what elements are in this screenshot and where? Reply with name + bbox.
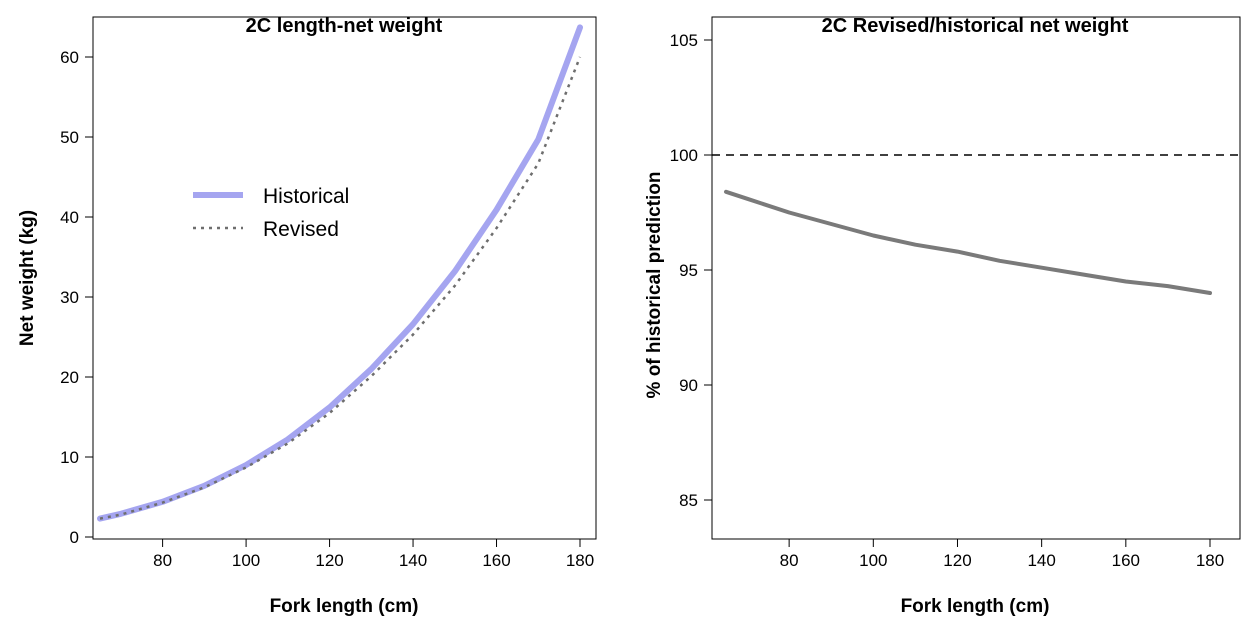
legend-revised-label: Revised [263,218,339,241]
y-tick-label: 105 [670,31,698,50]
x-tick-label: 120 [943,551,971,570]
x-tick-label: 80 [780,551,799,570]
x-tick-label: 160 [1112,551,1140,570]
plot-frame [711,16,1241,540]
y-axis-label: % of historical prediction [644,172,665,399]
y-tick-label: 10 [60,448,79,467]
y-axis-label: Net weight (kg) [17,210,38,346]
chart-title: 2C Revised/historical net weight [822,15,1129,37]
axis-ticks: 80 100 120 140 160 180 0 10 20 30 40 50 60 [60,48,594,570]
series-line-0 [724,189,1212,295]
y-tick-label: 95 [679,261,698,280]
x-tick-label: 180 [566,551,594,570]
x-tick-label: 120 [315,551,343,570]
legend: Historical Revised [193,185,349,241]
series-line-revised [99,56,582,520]
x-tick-label: 80 [153,551,172,570]
x-tick-label: 100 [859,551,887,570]
length-weight-chart: 2C length-net weight Fork length (cm) Ne… [17,15,597,617]
y-tick-label: 85 [679,491,698,510]
axis-ticks: 80 100 120 140 160 180 85 90 95 100 105 [670,31,1225,570]
legend-historical-label: Historical [263,185,349,208]
x-tick-label: 160 [482,551,510,570]
y-tick-label: 30 [60,288,79,307]
series-lines [97,24,583,522]
plot-frame [92,16,597,540]
y-tick-label: 20 [60,368,79,387]
y-tick-label: 100 [670,146,698,165]
x-axis-label: Fork length (cm) [270,596,419,617]
y-tick-label: 90 [679,376,698,395]
series-lines [724,189,1212,295]
y-tick-label: 60 [60,48,79,67]
y-tick-label: 0 [70,528,79,547]
x-axis-label: Fork length (cm) [901,596,1050,617]
x-tick-label: 100 [232,551,260,570]
y-tick-label: 50 [60,128,79,147]
chart-title: 2C length-net weight [246,15,443,37]
x-tick-label: 140 [399,551,427,570]
x-tick-label: 180 [1196,551,1224,570]
ratio-chart: 2C Revised/historical net weight Fork le… [644,15,1241,617]
x-tick-label: 140 [1027,551,1055,570]
series-line-historical [97,24,583,522]
y-tick-label: 40 [60,208,79,227]
